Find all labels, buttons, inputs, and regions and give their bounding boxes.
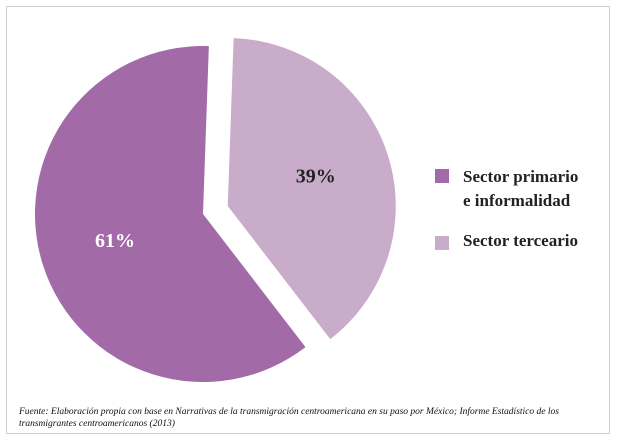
data-label-sector-terceario: 39%	[296, 165, 336, 187]
legend-swatch-sector-primario	[435, 169, 449, 183]
source-note-prefix: Fuente:	[19, 407, 49, 417]
legend-item-sector-terceario: Sector terceario	[435, 229, 615, 253]
legend-item-sector-primario: Sector primario e informalidad	[435, 165, 615, 213]
legend-label-sector-terceario: Sector terceario	[463, 231, 578, 250]
legend-label-sector-primario: Sector primario e informalidad	[463, 167, 579, 210]
pie-slice-sector-terceario	[227, 38, 396, 340]
data-label-sector-primario: 61%	[95, 230, 135, 252]
source-note-text: Elaboración propia con base en Narrativa…	[19, 407, 559, 429]
pie-chart: 61% 39%	[35, 38, 396, 383]
legend-swatch-sector-terceario	[435, 236, 449, 250]
pie-slice-sector-primario	[35, 45, 306, 383]
chart-frame: 61% 39% Sector primario e informalidad Sec…	[6, 6, 610, 434]
source-note: Fuente: Elaboración propia con base en N…	[19, 406, 615, 430]
